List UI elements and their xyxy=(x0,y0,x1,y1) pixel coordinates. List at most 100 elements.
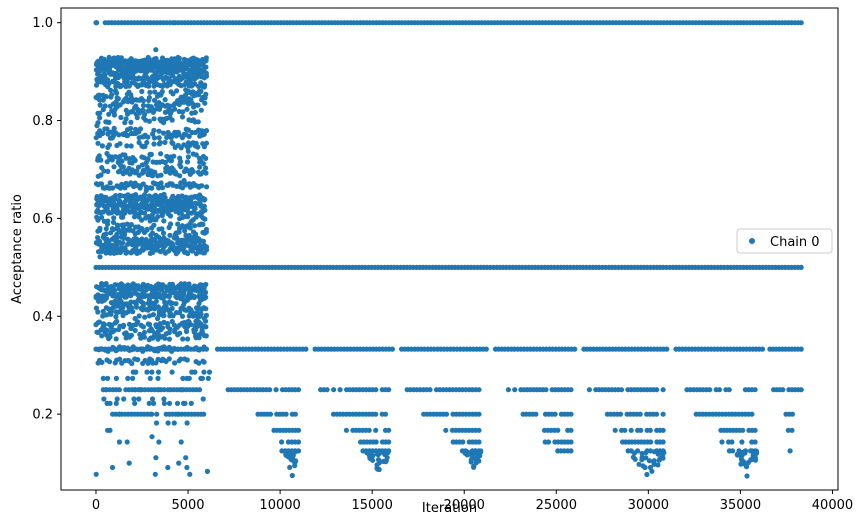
scatter-point xyxy=(132,316,138,322)
scatter-point xyxy=(179,313,186,319)
scatter-point xyxy=(160,230,167,236)
scatter-point xyxy=(287,464,293,470)
scatter-point xyxy=(136,139,142,146)
scatter-point xyxy=(203,140,210,146)
scatter-point xyxy=(165,387,171,393)
scatter-point xyxy=(647,448,654,454)
scatter-point xyxy=(145,360,151,366)
scatter-point xyxy=(658,449,664,456)
scatter-point xyxy=(125,375,131,381)
scatter-point xyxy=(155,214,161,220)
scatter-point xyxy=(189,239,195,246)
scatter-point xyxy=(646,458,653,464)
scatter-point xyxy=(128,143,134,149)
scatter-point xyxy=(748,448,754,454)
scatter-point xyxy=(642,464,648,471)
scatter-point xyxy=(174,88,180,94)
scatter-point xyxy=(568,439,574,445)
scatter-point xyxy=(114,90,120,96)
scatter-point xyxy=(161,396,167,402)
scatter-point xyxy=(175,221,181,227)
scatter-point xyxy=(165,129,171,136)
scatter-point xyxy=(95,309,101,315)
scatter-point xyxy=(153,322,159,328)
scatter-point xyxy=(638,427,644,433)
scatter-point xyxy=(142,111,148,117)
scatter-point xyxy=(143,187,149,194)
scatter-point xyxy=(146,83,152,89)
scatter-point xyxy=(151,135,158,141)
scatter-point xyxy=(170,91,176,97)
scatter-point xyxy=(118,55,124,61)
scatter-point xyxy=(189,167,195,173)
scatter-point xyxy=(780,387,786,393)
scatter-point xyxy=(98,172,104,178)
scatter-point xyxy=(121,245,128,251)
scatter-point xyxy=(106,60,112,66)
scatter-point xyxy=(150,159,156,165)
scatter-point xyxy=(149,411,155,417)
scatter-point xyxy=(114,222,120,228)
scatter-point xyxy=(748,457,754,463)
scatter-point xyxy=(197,67,203,73)
scatter-point xyxy=(97,254,103,260)
scatter-point xyxy=(386,387,392,393)
scatter-point xyxy=(104,205,110,211)
scatter-point xyxy=(128,238,135,244)
scatter-point xyxy=(153,76,159,82)
scatter-point xyxy=(201,369,207,375)
scatter-point xyxy=(93,240,100,246)
scatter-point xyxy=(375,457,382,463)
scatter-point xyxy=(739,439,745,445)
scatter-point xyxy=(203,165,209,171)
scatter-point xyxy=(660,455,666,461)
scatter-point xyxy=(105,218,111,224)
scatter-point xyxy=(113,348,119,354)
scatter-point xyxy=(175,76,181,82)
scatter-point xyxy=(149,201,155,207)
scatter-point xyxy=(734,452,741,458)
scatter-point xyxy=(617,411,624,417)
scatter-point xyxy=(94,76,100,83)
scatter-point xyxy=(203,70,209,76)
scatter-point xyxy=(114,318,120,324)
scatter-point xyxy=(130,196,137,202)
scatter-point xyxy=(204,468,210,474)
y-tick-label: 0.4 xyxy=(32,310,53,325)
scatter-point xyxy=(107,427,113,433)
scatter-point xyxy=(180,375,186,381)
scatter-point xyxy=(132,387,138,393)
scatter-point xyxy=(153,420,160,426)
scatter-point xyxy=(289,472,295,479)
scatter-point xyxy=(100,375,106,381)
scatter-point xyxy=(184,464,190,471)
scatter-point xyxy=(471,464,477,470)
scatter-point xyxy=(156,106,163,112)
scatter-point xyxy=(149,396,156,402)
scatter-point xyxy=(637,411,643,417)
scatter-point xyxy=(462,448,468,454)
scatter-point xyxy=(195,119,201,125)
scatter-point xyxy=(106,54,112,61)
scatter-point xyxy=(154,411,160,417)
scatter-point xyxy=(175,346,181,352)
scatter-point xyxy=(197,159,203,165)
scatter-point xyxy=(98,181,105,187)
scatter-point xyxy=(149,328,155,334)
scatter-point xyxy=(383,458,389,464)
scatter-point xyxy=(161,65,167,71)
scatter-point xyxy=(568,427,574,433)
scatter-point xyxy=(105,348,111,354)
scatter-point xyxy=(159,55,166,61)
scatter-point xyxy=(477,449,484,455)
scatter-point xyxy=(138,322,144,328)
scatter-point xyxy=(117,356,123,362)
scatter-point xyxy=(173,245,179,251)
scatter-point xyxy=(199,327,205,333)
scatter-point xyxy=(202,100,208,106)
scatter-point xyxy=(106,142,112,148)
scatter-point xyxy=(186,88,192,95)
scatter-point xyxy=(654,387,660,393)
scatter-point xyxy=(173,301,179,307)
